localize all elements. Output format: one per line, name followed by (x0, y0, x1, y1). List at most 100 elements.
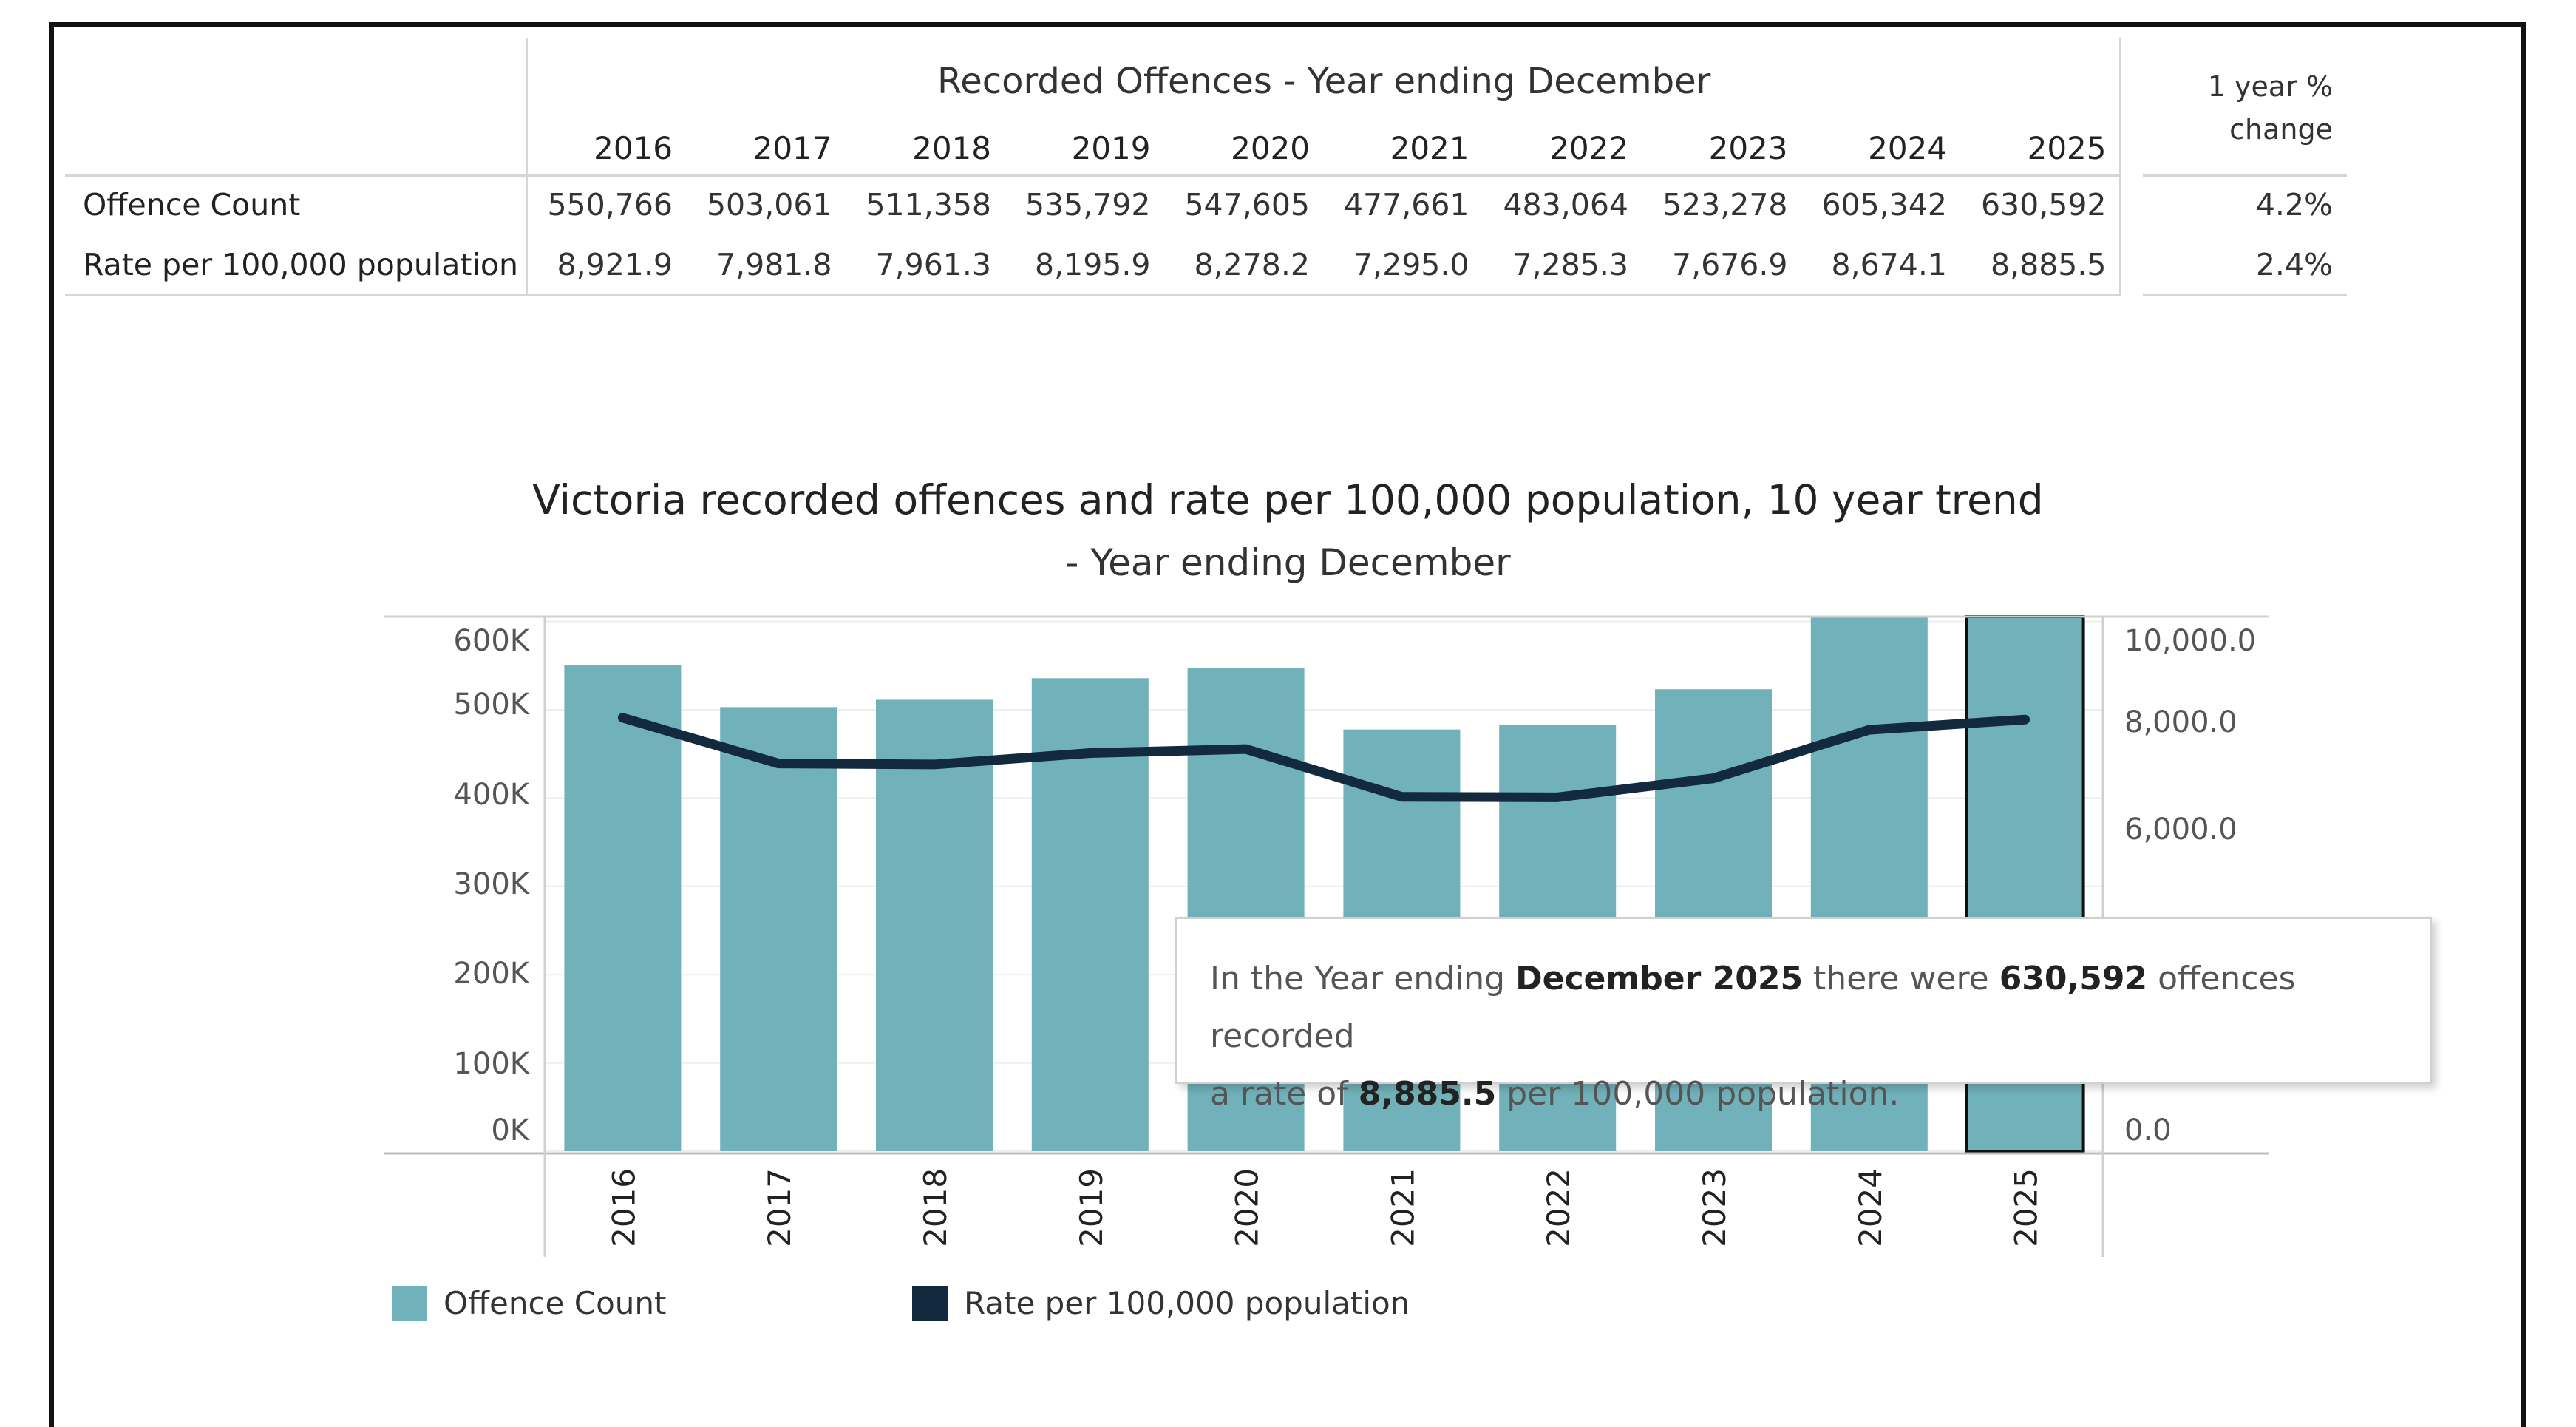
change-header: 1 year % change (2155, 65, 2333, 151)
bar-2017[interactable] (720, 707, 837, 1151)
cell-offence-count-2018[interactable]: 511,358 (866, 187, 991, 223)
table-bottom-rule (65, 294, 2121, 296)
year-header-2017: 2017 (752, 130, 832, 166)
tooltip-rate: 8,885.5 (1358, 1075, 1497, 1113)
y-left-tick-5: 100K (453, 1047, 530, 1081)
chart-line (617, 713, 2030, 802)
rate-point-2021[interactable] (1399, 794, 1404, 799)
table-divider-right (2119, 38, 2121, 296)
x-tick-2018: 2018 (917, 1168, 954, 1247)
legend-offence-count[interactable]: Offence Count (392, 1285, 666, 1321)
cell-rate-2025[interactable]: 8,885.5 (1991, 247, 2107, 282)
cell-offence-count-2022[interactable]: 483,064 (1503, 187, 1628, 223)
row-label-rate: Rate per 100,000 population (83, 247, 518, 282)
year-header-2024: 2024 (1868, 130, 1947, 166)
cell-rate-2024[interactable]: 8,674.1 (1831, 247, 1948, 282)
rate-point-2017[interactable] (776, 761, 781, 766)
chart-title: Victoria recorded offences and rate per … (532, 476, 2044, 523)
cell-rate-2016[interactable]: 8,921.9 (557, 247, 673, 282)
legend-rate[interactable]: Rate per 100,000 population (912, 1285, 1410, 1321)
rate-line[interactable] (617, 713, 2030, 802)
y-right-tick-3: 0.0 (2124, 1114, 2172, 1148)
x-tick-2023: 2023 (1696, 1168, 1733, 1247)
cell-offence-count-2019[interactable]: 535,792 (1024, 187, 1151, 223)
table-divider-left (526, 38, 528, 296)
y-right-tick-0: 10,000.0 (2124, 624, 2256, 658)
cell-rate-2021[interactable]: 7,295.0 (1353, 247, 1469, 282)
year-header-2025: 2025 (2027, 130, 2107, 166)
row-label-offence-count: Offence Count (83, 187, 301, 223)
change-header-line1: 1 year % (2207, 70, 2333, 103)
cell-rate-2022[interactable]: 7,285.3 (1512, 247, 1629, 282)
y-right-tick-1: 8,000.0 (2124, 705, 2237, 739)
y-left-tick-0: 600K (453, 624, 530, 658)
y-left-tick-2: 400K (453, 778, 530, 812)
bar-2016[interactable] (564, 665, 682, 1151)
cell-rate-2019[interactable]: 8,195.9 (1035, 247, 1151, 282)
rate-point-2016[interactable] (620, 715, 625, 720)
chart-subtitle: - Year ending December (1065, 541, 1511, 584)
legend-swatch-offence-count (392, 1285, 427, 1321)
tooltip-text-2: there were (1803, 960, 1999, 997)
year-header-2019: 2019 (1071, 130, 1151, 166)
rate-point-2018[interactable] (932, 762, 937, 767)
rate-point-2020[interactable] (1243, 747, 1248, 752)
cell-offence-count-2017[interactable]: 503,061 (706, 187, 832, 223)
dashboard-frame (49, 22, 2526, 1427)
cell-offence-count-2020[interactable]: 547,605 (1184, 187, 1310, 223)
legend-label-rate: Rate per 100,000 population (964, 1285, 1410, 1321)
tooltip-text-1: In the Year ending (1210, 960, 1516, 997)
change-rate: 2.4% (2255, 247, 2333, 282)
bar-2018[interactable] (876, 699, 993, 1151)
tooltip-count: 630,592 (1999, 960, 2148, 997)
year-header-2018: 2018 (912, 130, 991, 166)
x-tick-2021: 2021 (1384, 1168, 1421, 1247)
rate-point-2024[interactable] (1866, 728, 1872, 733)
cell-offence-count-2025[interactable]: 630,592 (1980, 187, 2107, 223)
x-tick-2024: 2024 (1852, 1168, 1889, 1247)
cell-offence-count-2021[interactable]: 477,661 (1343, 187, 1469, 223)
x-tick-2017: 2017 (761, 1168, 798, 1247)
x-tick-2020: 2020 (1229, 1168, 1265, 1247)
cell-offence-count-2023[interactable]: 523,278 (1662, 187, 1788, 223)
change-header-rule (2143, 174, 2347, 177)
rate-point-2025[interactable] (2022, 717, 2028, 722)
change-bottom-rule (2143, 294, 2347, 296)
chart-labels: 600K 500K 400K 300K 200K 100K 0K 10,000.0 8,000.… (453, 624, 2256, 1247)
year-header-2020: 2020 (1231, 130, 1310, 166)
cell-offence-count-2024[interactable]: 605,342 (1821, 187, 1947, 223)
cell-rate-2017[interactable]: 7,981.8 (716, 247, 832, 282)
y-left-tick-3: 300K (453, 867, 530, 901)
y-right-tick-2: 6,000.0 (2124, 813, 2237, 847)
table-header-rule (65, 174, 2121, 177)
rate-point-2019[interactable] (1087, 750, 1092, 756)
cell-rate-2018[interactable]: 7,961.3 (875, 247, 992, 282)
x-tick-2025: 2025 (2008, 1168, 2045, 1247)
rate-point-2023[interactable] (1711, 776, 1716, 781)
tooltip-period: December 2025 (1515, 960, 1804, 997)
legend-label-offence-count: Offence Count (444, 1285, 667, 1321)
tooltip-text-5: per 100,000 population. (1496, 1075, 1900, 1113)
y-left-tick-1: 500K (453, 688, 530, 722)
legend-swatch-rate (912, 1285, 948, 1321)
cell-offence-count-2016[interactable]: 550,766 (547, 187, 673, 223)
chart-tooltip: In the Year ending December 2025 there w… (1175, 917, 2432, 1113)
year-header-2022: 2022 (1549, 130, 1628, 166)
x-tick-2016: 2016 (605, 1168, 642, 1247)
year-header-2023: 2023 (1708, 130, 1788, 166)
table-title: Recorded Offences - Year ending December (937, 61, 1711, 102)
cell-rate-2023[interactable]: 7,676.9 (1672, 247, 1788, 282)
cell-rate-2020[interactable]: 8,278.2 (1194, 247, 1311, 282)
rate-point-2022[interactable] (1555, 795, 1560, 800)
year-header-2016: 2016 (594, 130, 673, 166)
x-tick-2019: 2019 (1073, 1168, 1109, 1247)
tooltip-line-2: a rate of 8,885.5 per 100,000 population… (1210, 1065, 2397, 1123)
year-header-2021: 2021 (1390, 130, 1469, 166)
tooltip-text-3: offences recorded (1210, 960, 2296, 1055)
y-left-tick-4: 200K (453, 957, 530, 991)
y-left-tick-6: 0K (491, 1114, 530, 1148)
tooltip-line-1: In the Year ending December 2025 there w… (1210, 950, 2397, 1065)
change-offence-count: 4.2% (2255, 187, 2333, 223)
tooltip-text-4: a rate of (1210, 1075, 1359, 1113)
